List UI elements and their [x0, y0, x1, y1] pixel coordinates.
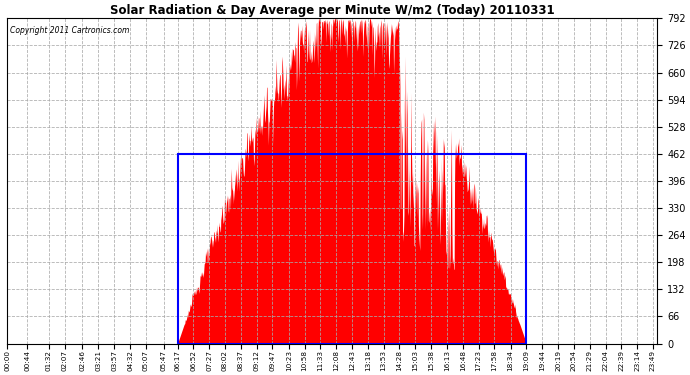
Text: Copyright 2011 Cartronics.com: Copyright 2011 Cartronics.com	[10, 27, 130, 36]
Title: Solar Radiation & Day Average per Minute W/m2 (Today) 20110331: Solar Radiation & Day Average per Minute…	[110, 4, 555, 17]
Bar	[177, 154, 526, 344]
